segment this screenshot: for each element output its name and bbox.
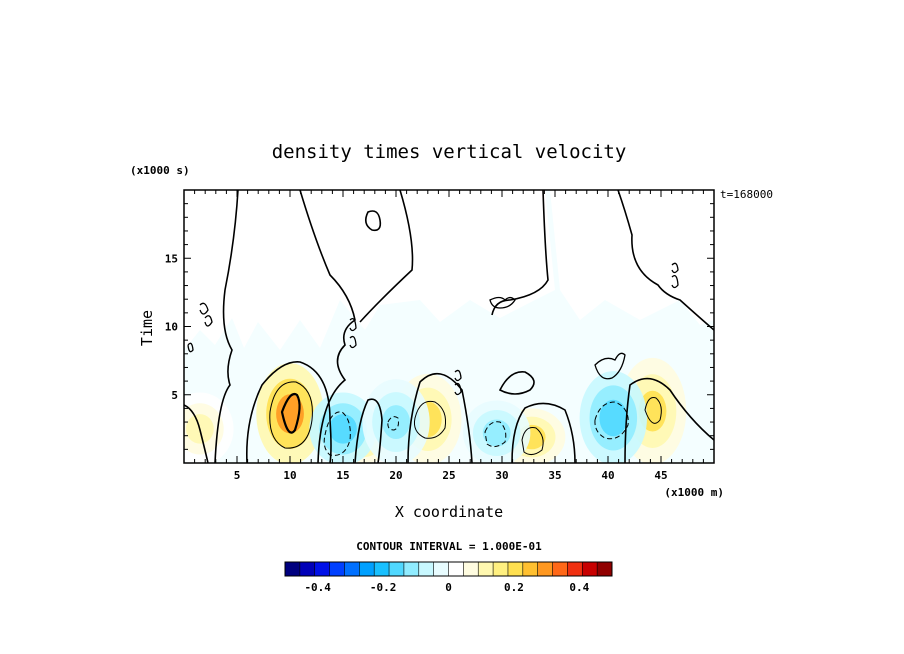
colorbar-swatch <box>314 562 331 576</box>
contour-lines <box>184 190 714 463</box>
colorbar-swatch <box>403 562 420 576</box>
colorbar-tick-label: -0.2 <box>370 581 397 594</box>
x-tick-label: 30 <box>495 469 508 482</box>
colorbar-swatch <box>418 562 435 576</box>
field-blob-6-1 <box>329 414 357 444</box>
neutral-region <box>184 190 714 350</box>
x-tick-labels: 5 10 15 20 25 30 35 40 45 <box>234 469 668 482</box>
colorbar-swatch <box>582 562 598 576</box>
x-tick-label: 25 <box>442 469 455 482</box>
y-unit-label: (x1000 s) <box>130 164 190 177</box>
x-tick-label: 20 <box>389 469 402 482</box>
time-stamp: t=168000 <box>720 188 773 201</box>
wiggly-contours <box>187 262 679 396</box>
x-tick-label: 45 <box>654 469 667 482</box>
field-blob-7-1 <box>482 419 511 447</box>
axis-ticks <box>184 190 714 463</box>
y-tick-label: 15 <box>165 252 178 265</box>
colorbar-tick-label: 0 <box>445 581 452 594</box>
colorbar-swatch <box>344 562 360 576</box>
negative-contours <box>323 401 629 456</box>
colorbar-swatch <box>567 562 583 576</box>
x-tick-label: 40 <box>601 469 614 482</box>
colorbar <box>285 562 613 576</box>
colorbar-frame <box>284 561 613 577</box>
x-tick-label: 5 <box>234 469 241 482</box>
field-blob-9-1 <box>382 405 410 440</box>
colorbar-swatch <box>389 562 405 576</box>
colorbar-swatch <box>359 562 375 576</box>
y-tick-label: 10 <box>165 321 178 334</box>
colorbar-tick-label: 0.2 <box>504 581 524 594</box>
colorbar-swatch <box>329 562 345 576</box>
x-tick-label: 15 <box>336 469 349 482</box>
chart-title: density times vertical velocity <box>272 141 627 163</box>
colorbar-swatch <box>478 562 494 576</box>
x-tick-label: 35 <box>548 469 561 482</box>
colorbar-swatch <box>597 562 613 576</box>
y-axis-label: Time <box>138 310 156 346</box>
colorbar-swatch <box>299 562 316 576</box>
colorbar-swatch <box>374 562 390 576</box>
colorbar-tick-label: 0.4 <box>569 581 589 594</box>
plot-area <box>184 190 714 463</box>
contour-interval-label: CONTOUR INTERVAL = 1.000E-01 <box>356 540 542 553</box>
x-axis-label: X coordinate <box>395 503 503 521</box>
colorbar-swatch <box>493 562 509 576</box>
colorbar-swatch <box>433 562 449 576</box>
y-tick-labels: 5 10 15 <box>165 252 178 402</box>
colorbar-swatch <box>463 562 479 576</box>
colorbar-swatch <box>448 562 464 576</box>
y-tick-label: 5 <box>171 389 178 402</box>
x-unit-label: (x1000 m) <box>664 486 724 499</box>
colorbar-swatch <box>537 562 554 576</box>
colorbar-swatch <box>552 562 568 576</box>
field-blob-8-1 <box>599 399 628 437</box>
colorbar-swatch <box>522 562 539 576</box>
colorbar-swatch <box>507 562 524 576</box>
colorbar-tick-label: -0.4 <box>304 581 331 594</box>
colorbar-tick-labels: -0.4 -0.2 0 0.2 0.4 <box>304 581 589 594</box>
x-tick-label: 10 <box>283 469 296 482</box>
colorbar-swatch <box>285 562 301 576</box>
